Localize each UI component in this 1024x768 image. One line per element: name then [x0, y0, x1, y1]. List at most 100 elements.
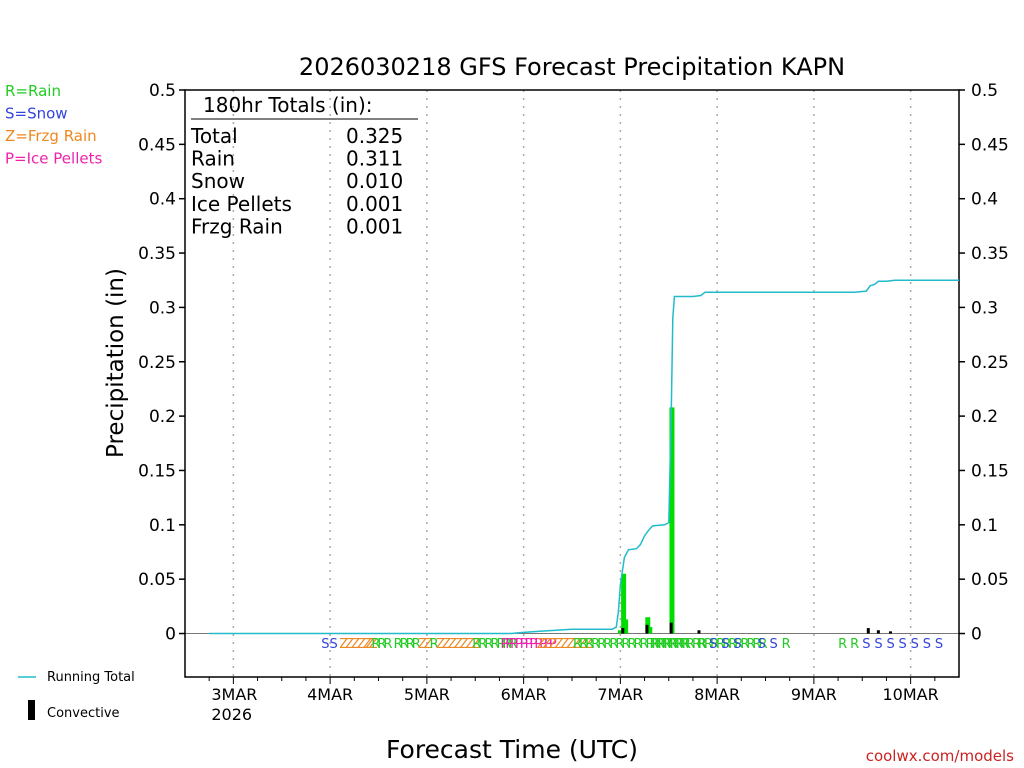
precip-type-char: R — [627, 637, 636, 652]
precip-type-marker: RRRRZZR — [394, 637, 439, 652]
y-tick-label-left: 0.35 — [138, 244, 176, 264]
precip-type-char: Z — [549, 637, 558, 652]
y-tick-label-left: 0.05 — [138, 570, 176, 590]
precip-type-char: Z — [543, 637, 552, 652]
precip-type-char: R — [686, 637, 695, 652]
precip-type-char: Z — [537, 637, 546, 652]
y-tick-label-right: 0.2 — [971, 407, 998, 427]
y-tick-label-right: 0 — [971, 625, 982, 645]
precip-bar — [669, 407, 675, 634]
precip-type-marker: ZZZZZZZ — [436, 637, 480, 652]
credit-text: coolwx.com/models — [866, 747, 1014, 765]
y-tick-label-right: 0.1 — [971, 516, 998, 536]
legend-entry-label: Running Total — [47, 670, 135, 685]
type-legend-entry: Z=Frzg Rain — [5, 127, 97, 145]
precip-type-char: R — [698, 637, 707, 652]
precip-type-char: R — [656, 637, 665, 652]
precip-type-char: Z — [369, 637, 378, 652]
x-tick-label: 8MAR — [694, 685, 740, 704]
legend-entry-label: Convective — [47, 706, 120, 721]
convective-bar — [621, 628, 625, 634]
precip-type-marker: R — [850, 637, 859, 652]
legend-convective-swatch — [28, 700, 35, 720]
precip-type-marker: S — [886, 637, 894, 652]
precip-type-marker: ZZZZZZZZZ — [537, 637, 593, 652]
precip-type-char: S — [886, 637, 894, 652]
y-tick-label-left: 0.1 — [149, 516, 176, 536]
precip-type-char: Z — [418, 637, 427, 652]
precip-type-char: R — [664, 637, 673, 652]
precip-type-char: Z — [357, 637, 366, 652]
precip-type-char: R — [746, 637, 755, 652]
y-tick-label-right: 0.4 — [971, 190, 998, 210]
precip-type-char: S — [923, 637, 931, 652]
precip-type-marker: S — [721, 637, 729, 652]
precip-type-char: R — [716, 637, 725, 652]
precip-type-marker: S — [899, 637, 907, 652]
convective-bar — [888, 631, 892, 634]
precip-type-char: R — [838, 637, 847, 652]
precip-bar — [617, 630, 623, 634]
precip-type-char: R — [478, 637, 487, 652]
precip-type-char: R — [603, 637, 612, 652]
precip-type-char: R — [472, 637, 481, 652]
precip-type-char: R — [585, 637, 594, 652]
y-axis-title: Precipitation (in) — [103, 268, 129, 458]
totals-row-label: Total — [190, 124, 238, 148]
y-tick-label-left: 0.45 — [138, 135, 176, 155]
precip-type-char: R — [490, 637, 499, 652]
precip-type-char: P — [530, 637, 538, 652]
precip-type-char: Z — [365, 637, 374, 652]
precip-type-marker: SS — [321, 637, 338, 652]
x-tick-label: 4MAR — [307, 685, 353, 704]
x-tick-label: 5MAR — [404, 685, 450, 704]
y-tick-label-left: 0.5 — [149, 81, 176, 101]
series-legend: Running Total Convective — [18, 670, 135, 721]
precip-type-char: Z — [339, 637, 348, 652]
precip-type-char: Z — [560, 637, 569, 652]
precip-type-char: R — [615, 637, 624, 652]
precip-type-char: Z — [448, 637, 457, 652]
convective-bar — [645, 624, 649, 634]
precip-type-char: Z — [572, 637, 581, 652]
precip-type-char: R — [412, 637, 421, 652]
precip-type-char: R — [509, 637, 518, 652]
precip-type-char: Z — [578, 637, 587, 652]
plot-frame — [184, 89, 960, 678]
precip-type-char: R — [674, 637, 683, 652]
precip-type-marker: S — [911, 637, 919, 652]
type-legend-entry: R=Rain — [5, 82, 61, 100]
precip-type-char: R — [680, 637, 689, 652]
precip-type-char: Z — [554, 637, 563, 652]
precip-type-char: R — [722, 637, 731, 652]
precip-type-char: R — [502, 637, 511, 652]
precip-type-char: S — [733, 637, 741, 652]
type-legend-entry: S=Snow — [5, 105, 68, 123]
precip-type-char: R — [621, 637, 630, 652]
precip-type-char: R — [752, 637, 761, 652]
precip-type-char: R — [710, 637, 719, 652]
x-tick-label: 7MAR — [597, 685, 643, 704]
convective-bar — [697, 630, 701, 634]
y-tick-label-right: 0.3 — [971, 298, 998, 318]
precip-type-char: R — [658, 637, 667, 652]
gridlines — [185, 90, 959, 677]
totals-row-label: Snow — [191, 169, 245, 193]
precip-type-char: P — [549, 637, 557, 652]
totals-heading: 180hr Totals (in): — [203, 93, 373, 117]
y-axis-left: 0 0.05 0.1 0.15 0.2 0.25 0.3 0.35 0.4 0.45 0.5 — [138, 81, 185, 645]
precip-type-char: R — [668, 637, 677, 652]
precip-type-char: R — [692, 637, 701, 652]
precip-type-char: P — [510, 637, 518, 652]
precip-type-char: R — [634, 637, 643, 652]
type-legend-entry: P=Ice Pellets — [5, 150, 102, 168]
convective-bars — [621, 622, 892, 634]
y-tick-label-left: 0.25 — [138, 353, 176, 373]
precip-bars — [617, 407, 675, 634]
precip-type-char: S — [330, 637, 338, 652]
precip-bar — [621, 573, 627, 634]
precip-type-marker: ZRRR — [365, 637, 392, 652]
precip-type-char: Z — [460, 637, 469, 652]
convective-bar — [866, 628, 870, 634]
